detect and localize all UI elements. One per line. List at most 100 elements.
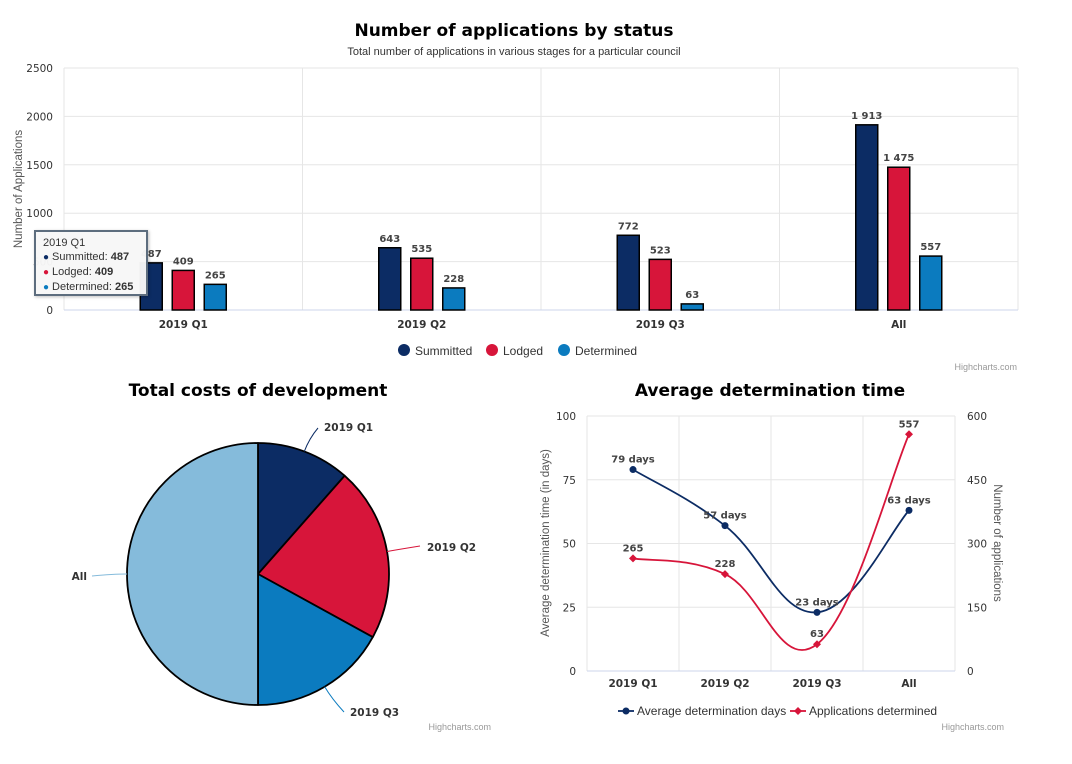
tooltip-row-determined: ● Determined: 265 [43,281,134,293]
line-x-tick-label: 2019 Q2 [700,678,749,690]
pie-connector-line [91,573,128,577]
legend-label: Determined [575,344,637,358]
pie-chart-title: Total costs of development [129,381,388,401]
line-chart-credit[interactable]: Highcharts.com [941,722,1004,732]
line-y2-tick-label: 450 [967,475,987,487]
line-data-label: 79 days [611,455,655,466]
tooltip-row-lodged: ● Lodged: 409 [43,266,114,278]
line-legend-item[interactable]: Average determination days [618,704,786,718]
tooltip-series-name: Determined [52,281,109,293]
bar-x-tick-label: 2019 Q1 [159,319,208,331]
bar-y-tick-label: 1000 [26,208,53,220]
pie-connector-line [386,545,421,552]
bar-chart-legend: Summitted Lodged Determined [398,344,637,358]
tooltip-header: 2019 Q1 [43,237,86,249]
bar-y-tick-label: 2500 [26,63,53,75]
line-series-average-days [632,468,910,614]
tooltip-dot-icon: ● [43,282,50,293]
bar-data-label: 772 [618,221,639,232]
legend-marker-icon [486,344,498,356]
line-point-marker[interactable] [721,522,729,530]
line-chart-title: Average determination time [635,381,905,401]
line-y-tick-label: 25 [563,602,576,614]
legend-marker-icon [794,707,802,715]
pie-slice-2019-q3[interactable] [257,573,374,706]
bar-chart-subtitle: Total number of applications in various … [347,46,680,58]
line-y2-tick-label: 150 [967,602,987,614]
legend-marker-icon [398,344,410,356]
line-y2-tick-label: 0 [967,666,974,678]
line-data-label: 63 days [887,495,931,506]
line-data-label: 57 days [703,511,747,522]
pie-data-label: 2019 Q2 [427,542,476,554]
bar-chart-y-axis-title: Number of Applications [13,130,25,249]
bar-y-tick-label: 1500 [26,160,53,172]
bar-lodged [171,269,195,311]
pie-chart-credit[interactable]: Highcharts.com [428,722,491,732]
line-x-tick-label: 2019 Q1 [608,678,657,690]
line-point-marker[interactable] [905,430,913,439]
line-legend-item[interactable]: Applications determined [790,704,937,718]
line-x-tick-label: All [901,678,916,690]
bar-y-tick-label: 2000 [26,111,53,123]
bar-data-label: 487 [141,249,162,260]
tooltip-row-summitted: ● Summitted: 487 [43,251,130,263]
bar-data-label: 63 [685,290,699,301]
legend-label: Summitted [415,344,472,358]
line-point-marker[interactable] [629,466,637,474]
bar-lodged [648,258,672,311]
bar-data-label: 523 [650,245,671,256]
line-data-label: 23 days [795,597,839,608]
pie-chart: 2019 Q1 2019 Q2 2019 Q3 All [72,422,476,719]
bar-legend-item[interactable]: Determined [558,344,637,358]
bar-legend-item[interactable]: Summitted [398,344,472,358]
bar-determined [919,255,943,311]
bar-data-label: 1 475 [883,153,914,164]
line-x-tick-label: 2019 Q3 [792,678,841,690]
bar-summitted [378,247,402,311]
legend-marker-icon [622,707,630,715]
bar-determined [442,287,466,311]
line-point-marker[interactable] [629,554,637,563]
pie-slice-2019-q2[interactable] [257,474,390,639]
line-data-label: 63 [810,629,824,640]
legend-label: Applications determined [809,704,937,718]
bar-summitted [855,124,879,311]
line-y-tick-label: 75 [563,475,576,487]
line-point-marker[interactable] [905,506,913,514]
legend-label: Average determination days [637,704,786,718]
bar-data-label: 535 [411,244,432,255]
line-point-marker[interactable] [721,570,729,579]
line-point-marker[interactable] [813,608,821,616]
bar-data-label: 228 [443,274,464,285]
bar-lodged [410,257,434,311]
bar-data-label: 1 913 [851,111,882,122]
tooltip-series-name: Lodged [52,266,89,278]
line-chart-y-axis-title: Average determination time (in days) [540,449,552,637]
tooltip-series-value: 409 [94,266,114,278]
line-point-marker[interactable] [813,640,821,649]
bar-determined [203,283,227,311]
line-chart-legend: Average determination days Applications d… [618,704,937,718]
tooltip-series-value: 487 [110,251,130,263]
bar-data-label: 265 [205,270,226,281]
bar-x-tick-label: All [891,319,906,331]
line-chart-y2-axis-title: Number of applications [991,484,1003,602]
tooltip-dot-icon: ● [43,267,50,278]
bar-data-label: 643 [379,234,400,245]
tooltip-series-value: 265 [115,281,134,293]
pie-data-label: 2019 Q1 [324,422,373,434]
line-data-label: 557 [899,419,920,430]
pie-connector-line [303,427,319,452]
bar-chart-credit[interactable]: Highcharts.com [954,362,1017,372]
pie-slice-all[interactable] [126,442,259,706]
pie-connector-line [324,686,345,713]
bar-lodged [887,166,911,311]
tooltip-series-name: Summitted [52,251,105,263]
line-y2-tick-label: 600 [967,411,987,423]
line-data-label: 265 [623,543,644,554]
bar-legend-item[interactable]: Lodged [486,344,543,358]
pie-data-label: All [72,571,87,583]
legend-label: Lodged [503,344,543,358]
bar-determined [680,303,704,311]
